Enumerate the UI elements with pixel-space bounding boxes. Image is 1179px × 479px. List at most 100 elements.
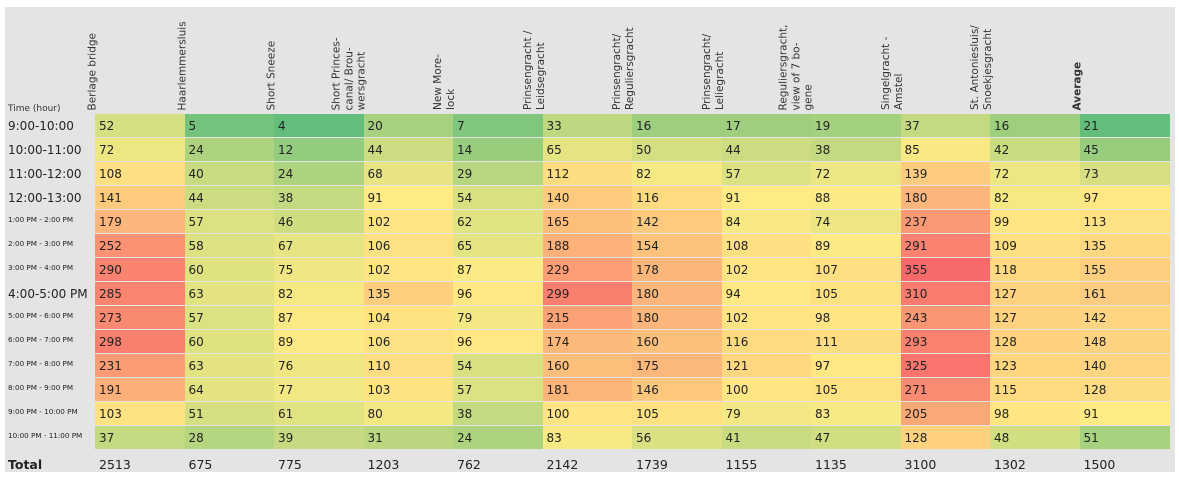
heatmap-cell: 51	[184, 402, 275, 425]
column-header-label: Short Sneeze	[265, 40, 278, 110]
heatmap-cell: 96	[453, 282, 543, 305]
heatmap-cell: 237	[900, 210, 991, 233]
column-header-label: Reguliersgracht, view of 7 bo- gene	[777, 24, 815, 110]
heatmap-cell: 106	[363, 330, 454, 353]
heatmap-cell: 140	[542, 186, 633, 209]
heatmap-cell: 102	[721, 306, 812, 329]
total-value: 1203	[367, 457, 400, 472]
heatmap-cell: 139	[900, 162, 991, 185]
row-label: 4:00-5:00 PM	[8, 287, 88, 301]
heatmap-cell: 205	[900, 402, 991, 425]
column-header-label: Singelgracht - Amstel	[879, 36, 905, 110]
heatmap-cell: 103	[95, 402, 185, 425]
heatmap-cell: 109	[990, 234, 1080, 257]
heatmap-cell: 44	[363, 138, 454, 161]
heatmap-cell: 33	[542, 114, 633, 137]
heatmap-cell: 65	[542, 138, 633, 161]
heatmap-cell: 91	[363, 186, 454, 209]
heatmap-cell: 155	[1079, 258, 1170, 281]
heatmap-cell: 39	[274, 426, 364, 449]
heatmap-cell: 118	[990, 258, 1080, 281]
heatmap-cell: 89	[811, 234, 901, 257]
heatmap-cell: 47	[811, 426, 901, 449]
heatmap-cell: 128	[990, 330, 1080, 353]
heatmap-cell: 116	[721, 330, 812, 353]
heatmap-cell: 100	[542, 402, 633, 425]
heatmap-cell: 17	[721, 114, 812, 137]
heatmap-cell: 146	[632, 378, 722, 401]
heatmap-cell: 63	[184, 354, 275, 377]
column-header-label: St. Antoniesluis/ Snoekjesgracht	[969, 25, 994, 110]
heatmap-cell: 128	[900, 426, 991, 449]
heatmap-cell: 103	[363, 378, 454, 401]
column-header-label: New More- lock	[432, 53, 457, 110]
heatmap-cell: 44	[721, 138, 812, 161]
heatmap-cell: 82	[990, 186, 1080, 209]
row-label: 8:00 PM - 9:00 PM	[8, 383, 74, 392]
heatmap-cell: 96	[453, 330, 543, 353]
row-header-cell: Time (hour)	[5, 7, 95, 114]
heatmap-cell: 98	[811, 306, 901, 329]
heatmap-cell: 50	[632, 138, 722, 161]
heatmap-cell: 24	[184, 138, 275, 161]
heatmap-cell: 107	[811, 258, 901, 281]
heatmap-cell: 310	[900, 282, 991, 305]
column-header-label: Prinsengracht / Leidsegracht	[521, 30, 547, 110]
heatmap-cell: 57	[453, 378, 543, 401]
total-value: 1302	[994, 457, 1026, 472]
heatmap-cell: 108	[721, 234, 812, 257]
total-value: 1155	[725, 457, 758, 472]
column-header: Average	[1071, 7, 1170, 114]
row-label: 9:00-10:00	[8, 119, 74, 133]
heatmap-table: Time (hour) Berlage bridge Haarlemmerslui…	[5, 7, 1175, 472]
row-header-label: Time (hour)	[8, 104, 61, 114]
heatmap-cell: 175	[632, 354, 722, 377]
heatmap-cell: 63	[184, 282, 275, 305]
total-value: 2513	[99, 457, 131, 472]
heatmap-cell: 135	[1079, 234, 1170, 257]
heatmap-cell: 298	[95, 330, 185, 353]
heatmap-cell: 37	[900, 114, 991, 137]
heatmap-cell: 97	[1079, 186, 1170, 209]
heatmap-cell: 4	[274, 114, 364, 137]
heatmap-cell: 82	[274, 282, 364, 305]
heatmap-cell: 160	[632, 330, 722, 353]
heatmap-cell: 161	[1079, 282, 1170, 305]
heatmap-cell: 79	[721, 402, 812, 425]
heatmap-cell: 58	[184, 234, 275, 257]
heatmap-cell: 83	[811, 402, 901, 425]
heatmap-cell: 84	[721, 210, 812, 233]
total-value: 675	[188, 457, 213, 472]
heatmap-cell: 174	[542, 330, 633, 353]
total-value: 2142	[546, 457, 579, 472]
total-value: 1500	[1083, 457, 1116, 472]
heatmap-cell: 57	[184, 210, 275, 233]
heatmap-cell: 29	[453, 162, 543, 185]
heatmap-cell: 40	[184, 162, 275, 185]
heatmap-cell: 111	[811, 330, 901, 353]
heatmap-cell: 56	[632, 426, 722, 449]
heatmap-cell: 142	[632, 210, 722, 233]
heatmap-cell: 80	[363, 402, 454, 425]
heatmap-cell: 41	[721, 426, 812, 449]
heatmap-cell: 231	[95, 354, 185, 377]
heatmap-cell: 285	[95, 282, 185, 305]
column-header-label: Average	[1071, 61, 1083, 110]
heatmap-cell: 291	[900, 234, 991, 257]
heatmap-cell: 112	[542, 162, 633, 185]
heatmap-cell: 325	[900, 354, 991, 377]
heatmap-cell: 88	[811, 186, 901, 209]
heatmap-cell: 12	[274, 138, 364, 161]
heatmap-cell: 135	[363, 282, 454, 305]
heatmap-cell: 293	[900, 330, 991, 353]
heatmap-cell: 31	[363, 426, 454, 449]
heatmap-cell: 165	[542, 210, 633, 233]
heatmap-cell: 98	[990, 402, 1080, 425]
row-label: 1:00 PM - 2:00 PM	[8, 215, 74, 224]
heatmap-cell: 38	[274, 186, 364, 209]
heatmap-cell: 82	[632, 162, 722, 185]
row-label: 7:00 PM - 8:00 PM	[8, 359, 74, 368]
heatmap-cell: 77	[274, 378, 364, 401]
heatmap-cell: 94	[721, 282, 812, 305]
heatmap-cell: 271	[900, 378, 991, 401]
